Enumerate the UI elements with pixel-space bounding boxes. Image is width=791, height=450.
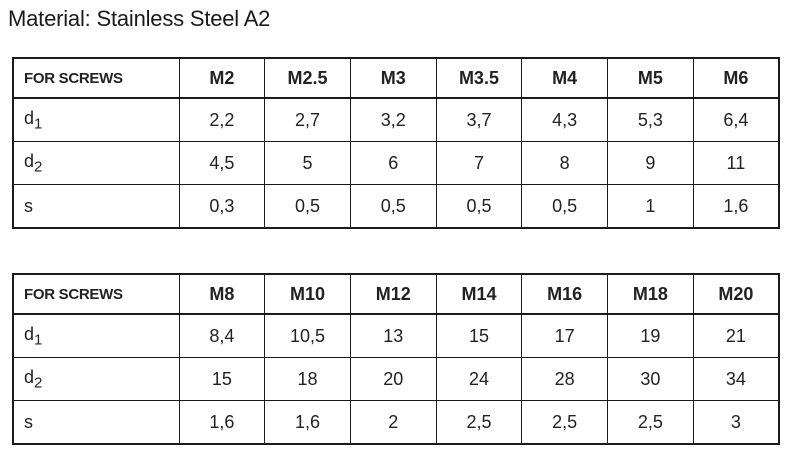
cell: 1 [607,184,694,229]
cell: 21 [692,313,780,358]
cell: 8,4 [178,313,266,358]
cell: 0,5 [435,184,523,229]
d2-subscript: 2 [34,374,43,392]
cell: 3 [692,400,780,445]
cell: 9 [607,141,694,185]
cell: 8 [521,141,609,185]
cell: 5 [264,141,351,185]
cell: 15 [435,313,523,358]
cell: 3,7 [435,97,523,142]
table-row-d2: d2 4,5 5 6 7 8 9 11 [12,141,780,185]
header-for-screws: FOR SCREWS [12,57,180,99]
table-header-row: FOR SCREWS M2 M2.5 M3 M3.5 M4 M5 M6 [12,57,780,99]
header-size: M14 [435,273,523,315]
header-size: M4 [521,57,609,99]
cell: 2,7 [264,97,351,142]
cell: 0,3 [178,184,266,229]
header-size: M2.5 [264,57,351,99]
header-size: M16 [521,273,609,315]
header-size: M2 [178,57,266,99]
d1-subscript: 1 [34,331,43,349]
cell: 7 [435,141,523,185]
cell: 11 [692,141,780,185]
table-row-d1: d1 8,4 10,5 13 15 17 19 21 [12,313,780,358]
header-size: M10 [264,273,351,315]
table-header-row: FOR SCREWS M8 M10 M12 M14 M16 M18 M20 [12,273,780,315]
washer-dimensions-table-small: FOR SCREWS M2 M2.5 M3 M3.5 M4 M5 M6 d1 2… [12,57,780,229]
cell: 10,5 [264,313,351,358]
cell: 3,2 [349,97,437,142]
cell: 19 [607,313,694,358]
header-size: M3.5 [435,57,523,99]
table-row-s: s 1,6 1,6 2 2,5 2,5 2,5 3 [12,400,780,445]
row-label-d1: d1 [12,313,180,358]
cell: 6 [349,141,437,185]
cell: 2,2 [178,97,266,142]
header-size: M8 [178,273,266,315]
cell: 24 [435,357,523,401]
cell: 1,6 [692,184,780,229]
cell: 5,3 [607,97,694,142]
cell: 4,3 [521,97,609,142]
row-label-s: s [12,400,180,445]
d2-subscript: 2 [34,158,43,176]
cell: 17 [521,313,609,358]
cell: 2 [349,400,437,445]
cell: 30 [607,357,694,401]
cell: 1,6 [178,400,266,445]
cell: 6,4 [692,97,780,142]
cell: 28 [521,357,609,401]
cell: 13 [349,313,437,358]
cell: 2,5 [521,400,609,445]
d1-subscript: 1 [34,115,43,133]
washer-dimensions-table-large: FOR SCREWS M8 M10 M12 M14 M16 M18 M20 d1… [12,273,780,445]
header-size: M20 [692,273,780,315]
row-label-d2: d2 [12,141,180,185]
header-size: M18 [607,273,694,315]
table-row-d1: d1 2,2 2,7 3,2 3,7 4,3 5,3 6,4 [12,97,780,142]
cell: 1,6 [264,400,351,445]
cell: 0,5 [521,184,609,229]
row-label-d1: d1 [12,97,180,142]
cell: 4,5 [178,141,266,185]
header-size: M5 [607,57,694,99]
row-label-d2: d2 [12,357,180,401]
cell: 0,5 [349,184,437,229]
cell: 0,5 [264,184,351,229]
header-size: M12 [349,273,437,315]
row-label-s: s [12,184,180,229]
cell: 2,5 [607,400,694,445]
cell: 15 [178,357,266,401]
header-for-screws: FOR SCREWS [12,273,180,315]
page-title: Material: Stainless Steel A2 [8,6,271,31]
cell: 18 [264,357,351,401]
cell: 2,5 [435,400,523,445]
cell: 20 [349,357,437,401]
header-size: M6 [692,57,780,99]
table-row-d2: d2 15 18 20 24 28 30 34 [12,357,780,401]
header-size: M3 [349,57,437,99]
table-row-s: s 0,3 0,5 0,5 0,5 0,5 1 1,6 [12,184,780,229]
cell: 34 [692,357,780,401]
